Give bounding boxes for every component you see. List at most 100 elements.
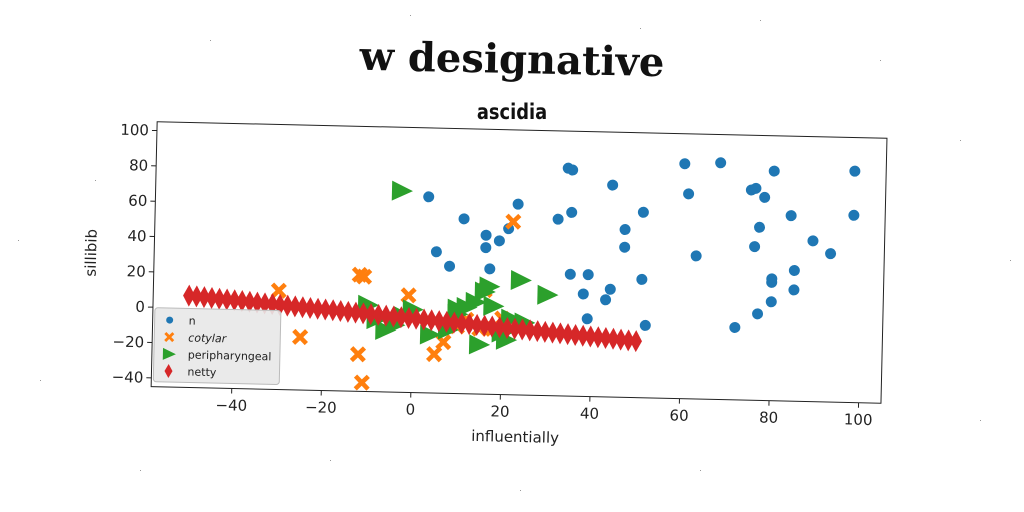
point-n-5 [480,242,492,254]
point-cotylar-4 [349,346,367,363]
point-netty-36 [455,312,468,335]
point-n-21 [619,224,631,236]
point-netty-22 [349,301,362,324]
legend-marker [162,347,176,360]
point-netty-47 [539,320,552,343]
noise-speck [1010,260,1011,261]
point-n-28 [690,250,702,262]
point-netty-15 [296,296,309,319]
point-n-24 [636,273,648,285]
point-netty-56 [607,327,620,350]
legend-item-netty: netty [164,364,217,379]
point-n-19 [604,283,616,295]
point-netty-0 [183,284,196,307]
legend-label: cotylar [188,331,228,345]
point-n-0 [423,191,435,203]
point-netty-21 [342,300,355,323]
point-n-4 [480,229,492,241]
y-tick-label: 60 [128,192,147,210]
point-netty-54 [592,326,605,349]
point-netty-19 [326,299,339,322]
point-netty-6 [228,289,241,312]
point-netty-25 [372,303,385,326]
point-netty-42 [501,317,514,340]
point-cotylar-1 [291,328,309,346]
point-netty-53 [584,325,597,348]
point-n-23 [637,206,649,218]
point-netty-38 [470,313,483,336]
point-netty-18 [319,298,332,321]
point-n-18 [600,294,612,306]
point-n-32 [750,182,762,194]
point-n-42 [788,264,800,276]
noise-speck [960,140,961,141]
point-n-45 [825,248,837,260]
point-netty-34 [440,310,453,333]
point-cotylar-0 [270,282,287,299]
noise-speck [520,490,521,491]
noise-speck [700,470,701,471]
point-netty-5 [220,288,233,311]
x-axis-label: influentially [471,427,559,447]
legend-label: n [188,314,195,327]
x-tick-label: 100 [844,410,873,429]
point-peripharyngeal-6 [391,180,413,201]
point-netty-49 [554,322,567,345]
x-tick-label: 0 [405,400,415,418]
point-netty-37 [463,313,476,336]
point-netty-26 [380,304,393,327]
point-n-16 [581,313,593,325]
legend-label: peripharyngeal [188,348,272,363]
legend-item-cotylar: cotylar [164,331,228,345]
point-peripharyngeal-16 [483,295,505,316]
point-netty-59 [629,330,642,353]
plot-frame [150,121,888,404]
point-netty-44 [516,318,529,341]
point-n-46 [849,165,861,177]
x-tick-label: −20 [305,398,337,417]
noise-speck [18,240,19,241]
point-netty-1 [190,285,203,308]
y-axis: −40 −20 0 20 40 60 80 100 [111,121,157,387]
point-peripharyngeal-7 [419,324,442,345]
noise-speck [410,15,411,16]
point-n-17 [582,269,594,281]
x-axis: −40 −20 0 20 40 60 80 100 [215,388,873,429]
point-n-2 [444,260,456,272]
point-n-44 [807,235,819,247]
y-axis-label: sillibib [82,229,101,277]
point-n-9 [512,198,524,210]
x-tick-label: 60 [669,406,688,424]
point-netty-9 [251,291,264,314]
point-n-27 [683,188,695,200]
point-netty-50 [561,323,574,346]
point-netty-13 [281,294,294,317]
noise-speck [640,28,641,29]
point-netty-7 [236,290,249,313]
point-n-33 [749,241,761,253]
noise-speck [760,20,761,21]
point-netty-58 [622,329,635,352]
plot-area: −40 −20 0 20 40 60 80 100 −40 −20 0 20 40 60 80 100 in… [82,121,888,447]
point-cotylar-3 [356,268,373,285]
point-n-10 [552,213,564,225]
point-n-25 [639,319,651,331]
point-netty-20 [334,300,347,323]
point-n-1 [430,246,442,258]
point-netty-46 [531,320,544,343]
legend-box [152,307,282,386]
point-netty-2 [198,286,211,309]
legend: n cotylar peripharyngeal netty [152,307,282,386]
point-netty-55 [599,327,612,350]
y-tick-label: 80 [129,156,148,174]
y-tick-label: 40 [127,227,146,245]
point-netty-30 [410,307,423,330]
point-n-43 [788,284,800,296]
point-netty-28 [395,306,408,329]
point-n-22 [619,241,631,253]
point-netty-16 [304,296,317,319]
legend-item-n: n [166,314,196,328]
point-n-29 [715,157,727,169]
point-n-12 [567,164,579,176]
